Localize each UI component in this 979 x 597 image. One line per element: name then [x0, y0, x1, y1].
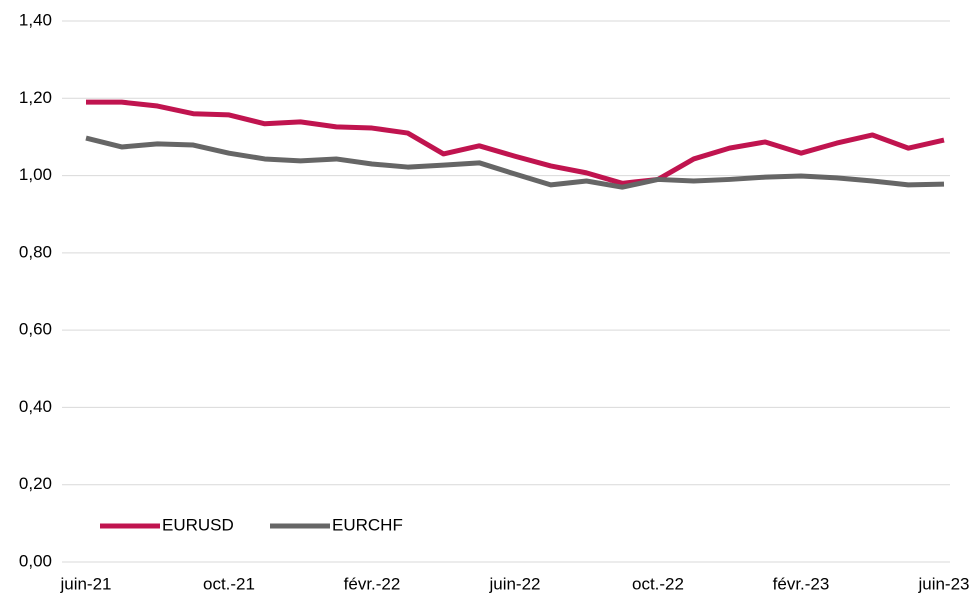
- x-tick-label: juin-21: [59, 574, 111, 593]
- series-line: [85, 135, 945, 190]
- y-tick-label: 1,00: [19, 165, 52, 184]
- y-tick-label: 0,40: [19, 397, 52, 416]
- y-tick-label: 0,80: [19, 242, 52, 261]
- series-line: [86, 99, 945, 186]
- y-tick-label: 0,60: [19, 320, 52, 339]
- legend-label: EURUSD: [162, 515, 234, 534]
- x-tick-label: juin-22: [488, 574, 540, 593]
- y-tick-label: 0,00: [19, 551, 52, 570]
- x-tick-label: juin-23: [917, 574, 969, 593]
- y-tick-label: 1,40: [19, 10, 52, 29]
- x-tick-label: févr.-22: [344, 574, 401, 593]
- legend-label: EURCHF: [332, 515, 403, 534]
- x-tick-label: oct.-22: [632, 574, 684, 593]
- y-tick-label: 1,20: [19, 88, 52, 107]
- x-tick-label: oct.-21: [203, 574, 255, 593]
- x-tick-label: févr.-23: [773, 574, 830, 593]
- y-tick-label: 0,20: [19, 474, 52, 493]
